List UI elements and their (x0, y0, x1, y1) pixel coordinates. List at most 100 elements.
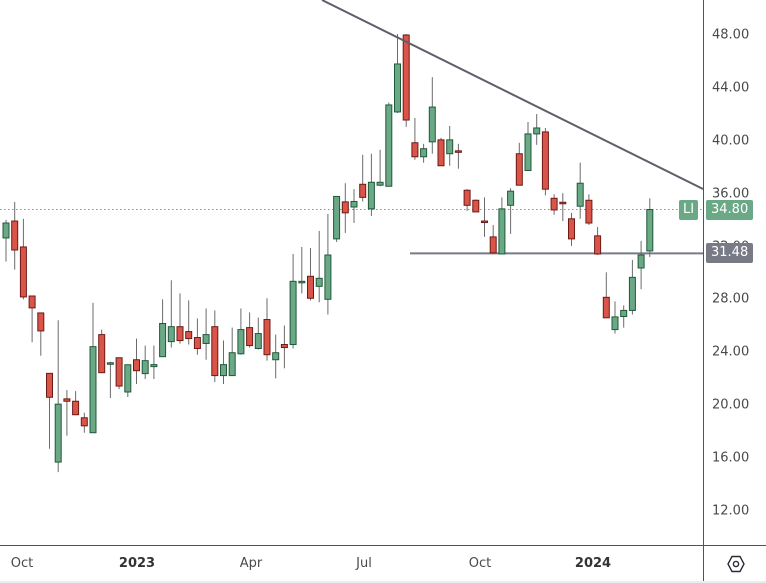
symbol-tag: LI (679, 199, 699, 220)
candle (394, 63, 401, 113)
price-tick-label: 44.00 (712, 80, 750, 96)
candle (202, 334, 210, 344)
candle (54, 403, 62, 463)
candle (133, 359, 140, 372)
time-tick-label: Oct (10, 556, 34, 571)
candle (63, 398, 71, 402)
candle (498, 208, 506, 255)
last-price-badge: 34.80 (706, 199, 754, 220)
candle (568, 218, 575, 240)
price-tick-label: 16.00 (712, 450, 750, 466)
candle (150, 364, 158, 368)
time-axis[interactable]: Oct 2023 Apr Jul Oct 2024 (0, 545, 703, 582)
candle (98, 334, 106, 374)
candle (420, 148, 428, 158)
candles (2, 33, 654, 473)
candle (324, 254, 332, 300)
price-tick-label: 48.00 (712, 27, 750, 43)
candle (646, 209, 654, 252)
price-tick-label: 28.00 (712, 291, 750, 307)
candle (254, 333, 262, 349)
price-tick-label: 36.00 (712, 186, 750, 202)
candle (472, 199, 480, 213)
candle (289, 280, 297, 346)
candle (550, 197, 558, 211)
candle (385, 104, 393, 187)
candle (611, 316, 619, 331)
candle (376, 181, 384, 186)
candle (315, 277, 323, 287)
candle (176, 326, 184, 342)
candle (541, 131, 549, 190)
candle (106, 362, 114, 365)
candle (341, 201, 349, 214)
candle (524, 133, 532, 172)
candle (402, 34, 410, 121)
candle (437, 139, 445, 167)
candle (298, 280, 306, 284)
hexagon-settings-icon (726, 555, 745, 573)
time-tick-label: Jul (356, 556, 372, 571)
candle (454, 150, 462, 153)
price-tick-label: 40.00 (712, 133, 750, 149)
candle (481, 220, 488, 224)
candle (594, 235, 602, 255)
candle (280, 344, 288, 349)
support-line-price-badge: 31.48 (706, 243, 754, 264)
candle (72, 400, 80, 416)
candle (167, 326, 175, 343)
candle (359, 183, 367, 198)
candle (620, 309, 628, 317)
candle (46, 372, 53, 398)
candle (533, 127, 541, 135)
candle (489, 236, 497, 254)
candle (576, 182, 584, 207)
candle (246, 327, 254, 347)
candle (585, 199, 593, 224)
candle (220, 364, 227, 377)
price-tick-label: 20.00 (712, 397, 750, 413)
candle (237, 329, 245, 355)
candle (19, 246, 27, 298)
candle (507, 190, 515, 206)
candle (602, 296, 610, 319)
candle (333, 195, 341, 240)
price-axis[interactable]: 48.0044.0040.0036.0032.0028.0024.0020.00… (679, 0, 766, 545)
chart-plot-area[interactable] (0, 0, 703, 545)
time-tick-label: Oct (468, 556, 492, 571)
candle (115, 357, 123, 387)
price-tick-label: 24.00 (712, 344, 750, 360)
candle (263, 319, 271, 356)
candle (228, 352, 236, 377)
candle (515, 153, 523, 186)
candle (559, 201, 567, 205)
bottom-strip (0, 581, 766, 583)
candle (411, 142, 419, 158)
candle (159, 323, 167, 358)
candle (141, 360, 149, 375)
candle (80, 417, 88, 427)
candle (463, 189, 471, 206)
time-tick-label: 2024 (574, 556, 612, 571)
candle (272, 352, 280, 361)
candle (628, 276, 636, 311)
candle (211, 326, 219, 377)
candle (37, 312, 45, 332)
chart-settings-button[interactable] (703, 545, 766, 582)
candlestick-chart (0, 0, 703, 473)
candle (89, 346, 97, 434)
candle (367, 181, 375, 210)
candle (2, 222, 10, 239)
candle (446, 139, 454, 155)
candle (350, 200, 358, 208)
time-tick-label: 2023 (118, 556, 156, 571)
candle (428, 106, 436, 143)
candle (124, 364, 132, 393)
price-tick-label: 12.00 (712, 503, 750, 519)
candle (307, 275, 314, 299)
candle (28, 295, 36, 309)
trendline[interactable] (321, 0, 703, 190)
candle (185, 331, 193, 340)
time-tick-label: Apr (239, 556, 263, 571)
candle (637, 254, 645, 269)
